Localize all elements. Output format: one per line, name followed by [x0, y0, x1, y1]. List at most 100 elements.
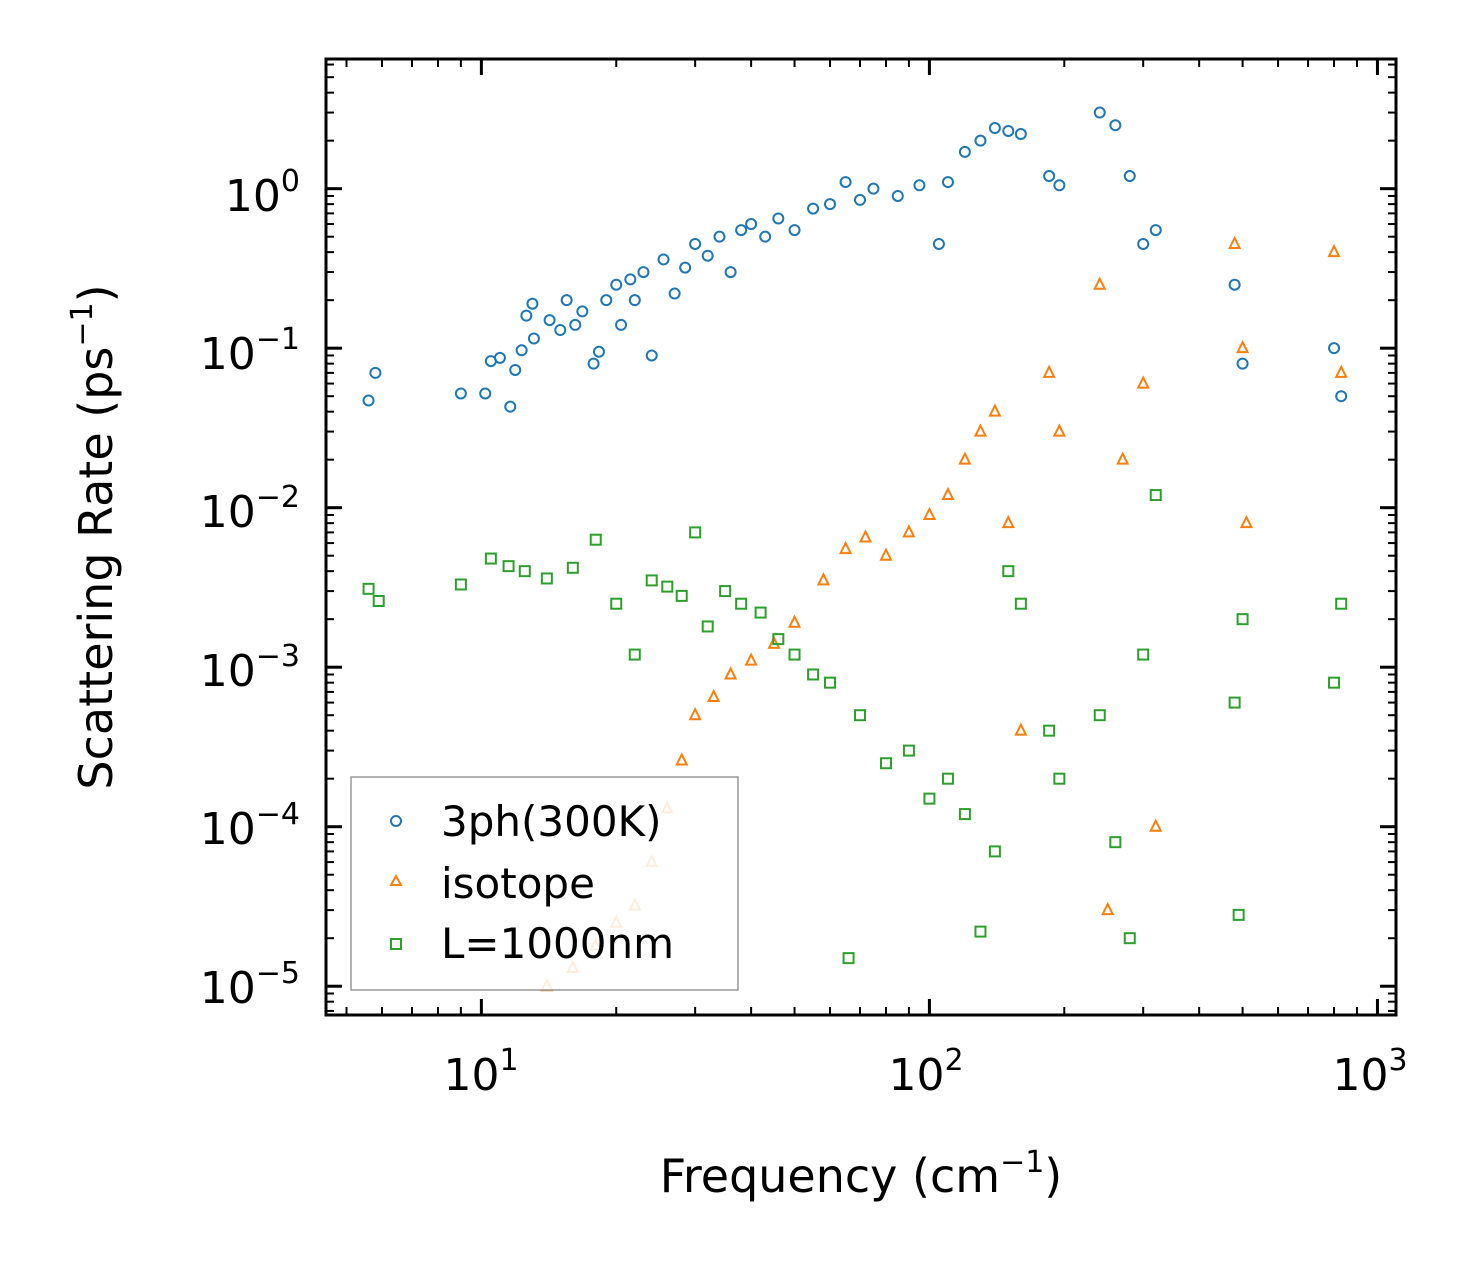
data-point-triangle-32 [1149, 818, 1163, 832]
data-point-square-33 [1014, 597, 1027, 610]
data-point-triangle-10 [724, 666, 738, 680]
data-point-circle-31 [713, 230, 726, 243]
data-point-triangle-33 [1228, 235, 1242, 249]
x-tick-label-10: 101 [443, 1043, 518, 1101]
data-point-circle-21 [615, 318, 628, 331]
legend-marker-l1000nm [390, 938, 402, 950]
y-tick-label-1e-1: 10−1 [200, 322, 300, 380]
data-point-circle-52 [1043, 170, 1056, 183]
y-tick-label-1e-2: 10−2 [200, 480, 300, 538]
legend-box [350, 776, 739, 991]
data-point-circle-33 [735, 224, 748, 237]
data-point-square-28 [941, 772, 954, 785]
data-point-square-17 [735, 597, 748, 610]
data-point-circle-45 [932, 237, 945, 250]
data-point-circle-39 [824, 198, 837, 211]
data-point-circle-11 [527, 332, 540, 345]
data-point-circle-55 [1109, 119, 1122, 132]
legend-marker-3ph [390, 815, 402, 827]
data-point-circle-38 [807, 202, 820, 215]
data-point-triangle-21 [958, 451, 972, 465]
data-point-square-43 [1236, 613, 1249, 626]
data-point-square-19 [772, 633, 785, 646]
data-point-square-29 [958, 808, 971, 821]
data-point-circle-46 [941, 176, 954, 189]
legend-label-isotope: isotope [441, 859, 595, 908]
data-point-square-20 [788, 648, 801, 661]
legend-marker-isotope [389, 873, 403, 886]
data-point-circle-2 [454, 387, 467, 400]
data-point-circle-48 [974, 134, 987, 147]
data-point-square-27 [923, 792, 936, 805]
data-point-triangle-14 [816, 572, 831, 586]
data-point-circle-28 [679, 261, 692, 274]
data-point-square-34 [1043, 724, 1056, 737]
data-point-circle-20 [610, 278, 623, 291]
data-point-circle-17 [587, 357, 600, 370]
data-point-triangle-35 [1239, 514, 1254, 529]
legend-label-l1000nm: L=1000nm [441, 919, 674, 968]
y-tick-label-1e-4: 10−4 [200, 797, 300, 855]
data-point-circle-32 [724, 266, 737, 279]
data-point-circle-7 [509, 363, 522, 376]
data-point-square-25 [879, 757, 892, 770]
y-tick-label-1e-5: 10−5 [200, 956, 300, 1014]
data-point-triangle-13 [787, 614, 802, 628]
data-point-square-35 [1053, 772, 1066, 785]
data-point-square-45 [1335, 597, 1348, 610]
data-point-square-18 [754, 606, 767, 619]
data-point-triangle-26 [1042, 364, 1056, 378]
data-point-square-31 [988, 845, 1001, 858]
data-point-circle-56 [1123, 170, 1136, 183]
data-point-triangle-31 [1136, 375, 1150, 389]
data-point-square-15 [701, 620, 714, 633]
data-point-square-2 [454, 578, 467, 591]
data-point-circle-34 [745, 218, 758, 231]
data-points-layer [362, 106, 1348, 992]
data-point-circle-15 [569, 318, 582, 331]
data-point-triangle-18 [902, 524, 916, 538]
data-point-circle-36 [772, 212, 785, 225]
data-point-square-40 [1149, 489, 1162, 502]
data-point-square-26 [902, 744, 915, 757]
data-point-square-6 [540, 572, 553, 585]
data-point-circle-54 [1093, 106, 1106, 119]
data-point-square-32 [1002, 565, 1015, 578]
data-point-square-24 [854, 709, 867, 722]
data-point-square-36 [1093, 709, 1106, 722]
data-point-square-44 [1328, 676, 1341, 689]
data-point-circle-23 [628, 294, 641, 307]
data-point-circle-25 [645, 349, 658, 362]
data-point-square-4 [502, 560, 515, 573]
data-point-triangle-22 [973, 423, 988, 437]
data-point-triangle-11 [744, 652, 758, 666]
data-point-circle-18 [592, 345, 605, 358]
data-point-circle-37 [788, 224, 801, 237]
data-point-circle-27 [668, 287, 681, 300]
data-point-square-23 [842, 952, 855, 965]
data-point-circle-22 [624, 273, 637, 286]
data-point-circle-24 [637, 266, 650, 279]
legend-label-3ph: 3ph(300K) [441, 797, 661, 846]
data-point-square-8 [589, 533, 602, 546]
data-point-circle-58 [1149, 224, 1162, 237]
data-point-triangle-37 [1334, 364, 1348, 378]
data-point-triangle-12 [767, 635, 781, 649]
data-point-circle-14 [560, 294, 573, 307]
data-point-triangle-27 [1052, 423, 1066, 437]
data-point-triangle-9 [707, 688, 721, 703]
data-point-circle-10 [526, 297, 539, 310]
data-point-circle-60 [1236, 357, 1249, 370]
data-point-circle-8 [515, 344, 528, 357]
data-point-square-10 [628, 648, 641, 661]
data-point-circle-41 [854, 193, 867, 206]
data-point-circle-44 [913, 179, 926, 192]
data-point-square-37 [1109, 836, 1122, 849]
data-point-square-42 [1232, 908, 1245, 921]
data-point-circle-30 [701, 249, 714, 262]
data-point-circle-50 [1002, 124, 1015, 137]
data-point-triangle-20 [941, 486, 955, 501]
data-point-circle-5 [493, 351, 506, 364]
data-point-triangle-16 [858, 529, 873, 543]
data-point-circle-1 [369, 366, 382, 379]
